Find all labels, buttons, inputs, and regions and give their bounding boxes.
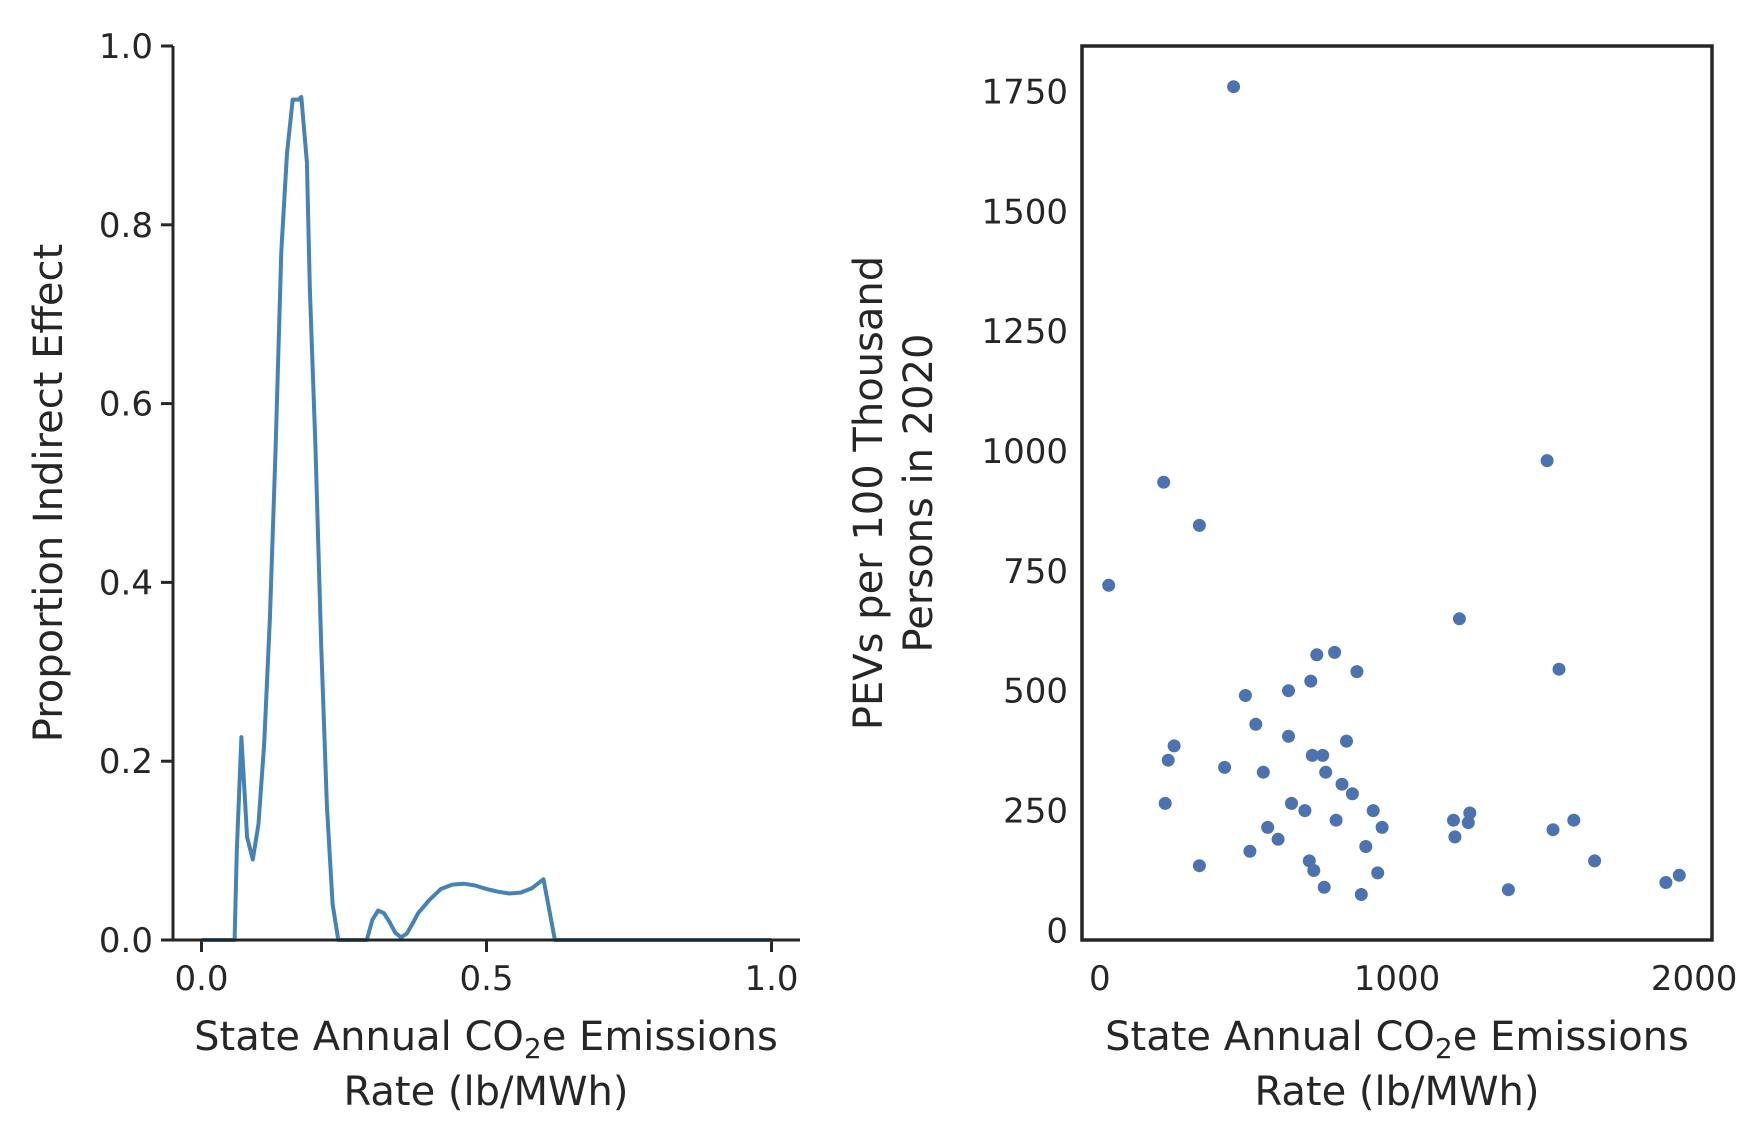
left-y-tick-label: 0.8	[99, 206, 153, 246]
scatter-points	[1102, 80, 1686, 901]
scatter-point	[1345, 787, 1359, 801]
scatter-point	[1243, 844, 1257, 858]
scatter-point	[1672, 868, 1686, 882]
right-y-tick-label: 250	[1003, 792, 1068, 832]
right-y-axis-label-line2: Persons in 2020	[896, 334, 942, 653]
scatter-point	[1304, 674, 1318, 688]
left-xlabel-post: e Emissions	[542, 1014, 778, 1060]
scatter-point	[1249, 717, 1263, 731]
scatter-point	[1298, 804, 1312, 818]
right-y-tick-label: 0	[1046, 911, 1068, 951]
scatter-point	[1375, 820, 1389, 834]
scatter-point	[1340, 734, 1353, 748]
left-y-tick-label: 1.0	[99, 27, 153, 67]
scatter-point	[1328, 645, 1342, 659]
right-y-tick-label: 1000	[981, 432, 1068, 472]
scatter-point	[1261, 820, 1275, 834]
left-y-tick-label: 0.0	[99, 921, 153, 961]
left-x-tick-label: 0.5	[459, 959, 513, 999]
left-x-axis-label-line2: Rate (lb/MWh)	[343, 1069, 628, 1115]
left-y-ticks: 0.0 0.2 0.4 0.6 0.8 1.0	[99, 27, 173, 961]
left-xlabel-subscript: 2	[524, 1032, 542, 1065]
left-xlabel-pre: State Annual CO	[194, 1014, 524, 1060]
scatter-point	[1285, 796, 1298, 810]
scatter-point	[1448, 830, 1462, 844]
scatter-point	[1501, 883, 1515, 897]
scatter-point	[1102, 578, 1116, 592]
right-y-tick-label: 1750	[981, 73, 1068, 113]
scatter-point	[1447, 813, 1460, 827]
left-y-tick-label: 0.2	[99, 742, 153, 782]
right-x-tick-label: 1000	[1354, 959, 1441, 999]
scatter-point	[1329, 813, 1343, 827]
scatter-point	[1359, 840, 1373, 853]
scatter-point	[1319, 765, 1333, 779]
right-plot-frame	[1080, 44, 1714, 942]
right-xlabel-post: e Emissions	[1453, 1014, 1689, 1060]
scatter-point	[1335, 777, 1349, 791]
scatter-point	[1158, 796, 1172, 810]
right-x-axis-label-line2: Rate (lb/MWh)	[1254, 1069, 1539, 1115]
right-x-tick-label: 2000	[1651, 959, 1738, 999]
scatter-point	[1256, 765, 1270, 779]
right-y-axis-label-line1: PEVs per 100 Thousand	[846, 256, 892, 730]
scatter-point	[1167, 739, 1181, 753]
right-y-tick-label: 1250	[981, 312, 1068, 352]
left-y-tick-label: 0.6	[99, 385, 153, 425]
right-scatter-chart: 0 250 500 750 1000 1250 1500 1750 0 1000 2000 PEV…	[846, 44, 1737, 1115]
right-xlabel-subscript: 2	[1435, 1032, 1453, 1065]
scatter-point	[1316, 748, 1330, 762]
right-x-axis-label-line1: State Annual CO2e Emissions	[1105, 1014, 1689, 1065]
scatter-point	[1271, 832, 1285, 846]
left-x-tick-label: 1.0	[744, 959, 798, 999]
scatter-point	[1354, 888, 1368, 901]
scatter-point	[1238, 689, 1252, 702]
right-xlabel-pre: State Annual CO	[1105, 1014, 1435, 1060]
scatter-point	[1659, 876, 1673, 889]
scatter-point	[1218, 760, 1232, 774]
left-line-chart: 0.0 0.2 0.4 0.6 0.8 1.0 0.0 0.5 1.0 Proportion …	[26, 27, 800, 1115]
scatter-point	[1282, 729, 1295, 743]
scatter-point	[1540, 454, 1554, 468]
scatter-point	[1461, 816, 1475, 830]
scatter-point	[1310, 648, 1324, 662]
left-y-tick-label: 0.4	[99, 563, 153, 603]
scatter-point	[1307, 864, 1321, 877]
scatter-point	[1305, 748, 1319, 762]
left-x-tick-label: 0.0	[174, 959, 228, 999]
scatter-point	[1588, 854, 1602, 868]
scatter-point	[1161, 753, 1175, 767]
scatter-point	[1350, 665, 1364, 679]
right-y-ticks: 0 250 500 750 1000 1250 1500 1750	[981, 73, 1068, 952]
scatter-point	[1567, 813, 1581, 827]
right-y-tick-label: 500	[1003, 672, 1068, 712]
left-x-axis-label-line1: State Annual CO2e Emissions	[194, 1014, 778, 1065]
scatter-point	[1546, 823, 1560, 837]
scatter-point	[1452, 612, 1466, 626]
right-y-tick-label: 750	[1003, 552, 1068, 592]
scatter-point	[1552, 662, 1566, 676]
scatter-point	[1192, 518, 1206, 532]
proportion-indirect-effect-line	[201, 95, 772, 942]
scatter-point	[1192, 859, 1206, 873]
scatter-point	[1317, 880, 1331, 894]
left-x-ticks: 0.0 0.5 1.0	[174, 940, 799, 999]
scatter-point	[1371, 866, 1385, 880]
scatter-point	[1157, 475, 1171, 489]
right-x-tick-label: 0	[1089, 959, 1111, 999]
right-y-tick-label: 1500	[981, 192, 1068, 232]
scatter-point	[1282, 684, 1295, 698]
scatter-point	[1366, 804, 1380, 818]
left-y-axis-label: Proportion Indirect Effect	[26, 244, 72, 742]
scatter-point	[1227, 80, 1241, 94]
scatter-point	[1463, 806, 1477, 820]
right-x-ticks: 0 1000 2000	[1089, 959, 1737, 999]
